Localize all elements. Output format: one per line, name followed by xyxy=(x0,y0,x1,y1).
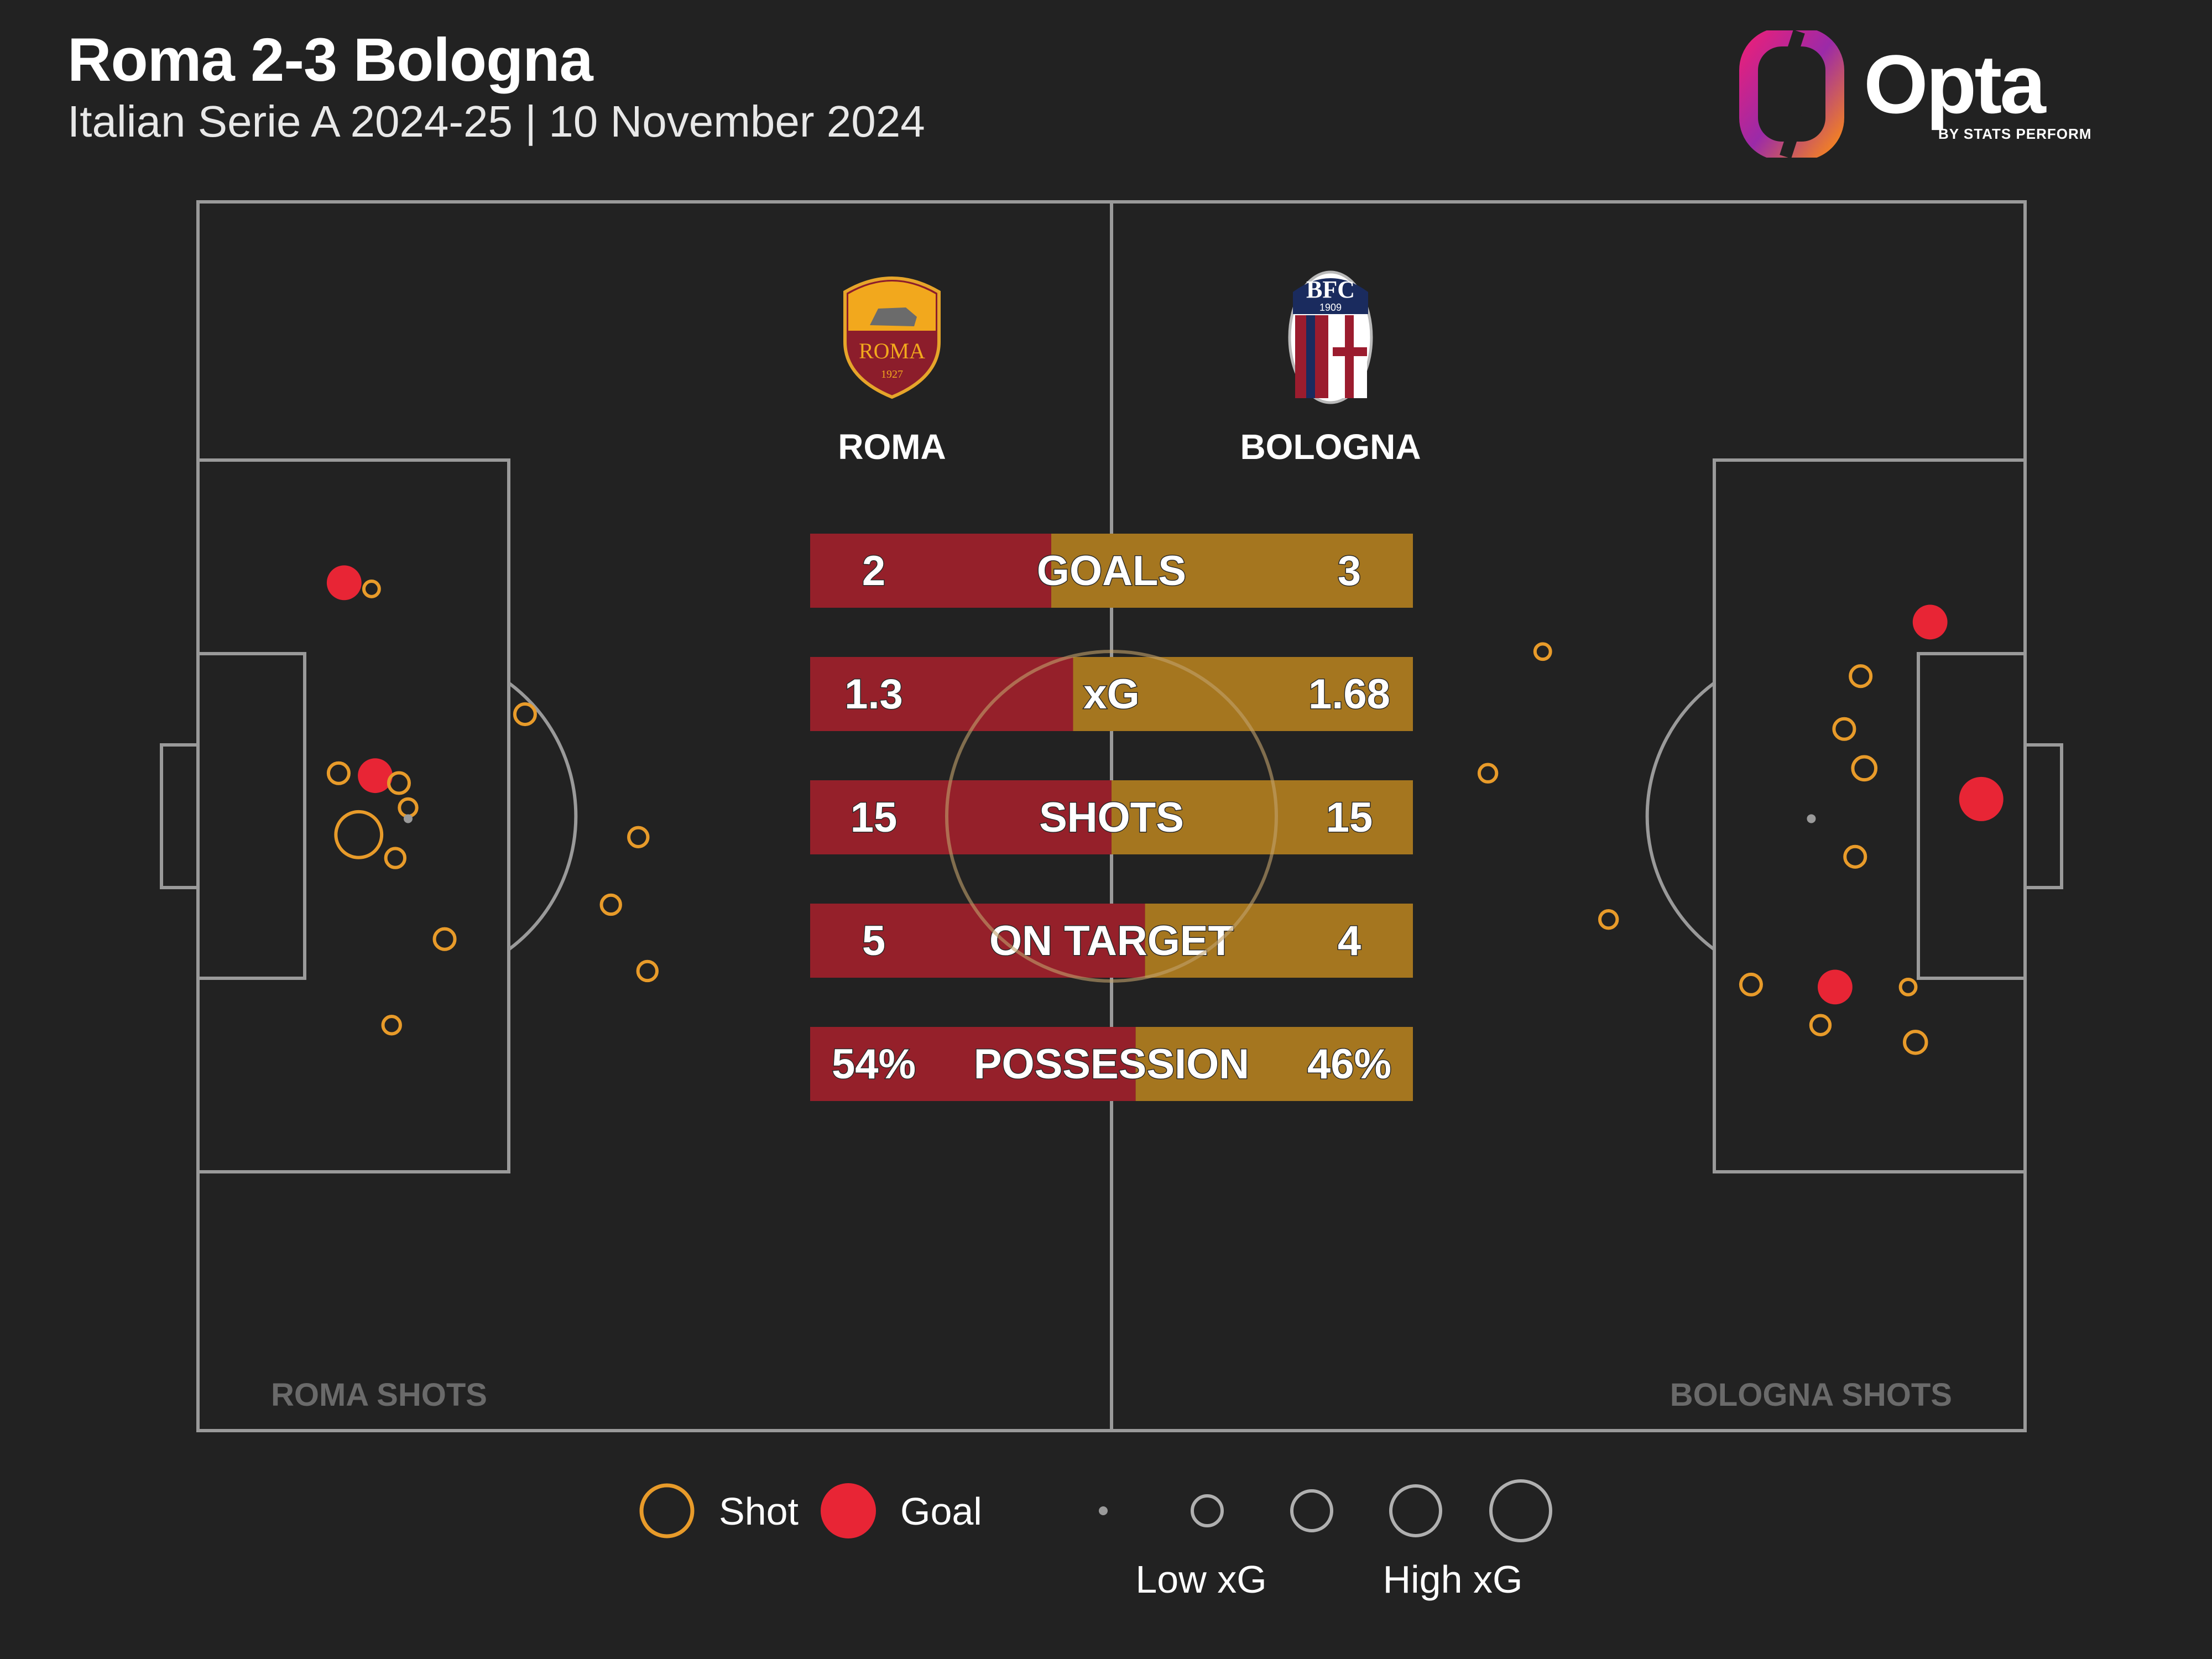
stat-away-value: 46% xyxy=(1307,1041,1391,1088)
stat-home-value: 1.3 xyxy=(844,671,903,718)
home-shot-marker xyxy=(636,959,659,983)
roma-crest-text: ROMA xyxy=(859,338,925,363)
right-penalty-arc xyxy=(1645,681,1715,951)
away-team-name: BOLOGNA xyxy=(1240,427,1421,467)
xg-scale-marker xyxy=(1389,1484,1442,1537)
stat-label: xG xyxy=(1083,671,1139,718)
home-shot-marker xyxy=(398,797,419,818)
right-goal xyxy=(2023,743,2063,889)
away-shot-marker xyxy=(1477,763,1499,784)
away-shots-label: BOLOGNA SHOTS xyxy=(1670,1377,1952,1413)
xg-scale-marker xyxy=(1489,1479,1552,1542)
opta-wordmark: Opta xyxy=(1864,38,2046,131)
away-shot-marker xyxy=(1809,1014,1832,1036)
away-shot-marker xyxy=(1739,972,1763,997)
stat-bar-home xyxy=(810,904,1145,978)
away-shot-marker xyxy=(1851,755,1878,782)
legend-shot-marker xyxy=(639,1483,695,1538)
stat-bar-away xyxy=(1112,780,1413,854)
roma-crest-year: 1927 xyxy=(881,368,903,380)
stat-bar-home xyxy=(810,657,1073,731)
home-goal-marker xyxy=(358,758,393,794)
stat-bar-home xyxy=(810,1027,1136,1101)
home-shot-marker xyxy=(387,771,411,795)
away-shot-marker xyxy=(1843,844,1867,869)
roma-crest: ROMA 1927 xyxy=(843,276,941,399)
stat-label: SHOTS xyxy=(1039,794,1184,841)
opta-logo: Opta BY STATS PERFORM xyxy=(1736,28,2092,160)
stat-bar-away xyxy=(1145,904,1413,978)
stat-rows: 2 GOALS 3 1.3 xG 1.68 15 SHOTS 15 5 ON TARGET 4 54% P… xyxy=(810,534,1413,1101)
left-goal xyxy=(160,743,200,889)
left-six-yard-box xyxy=(196,652,306,980)
pitch-lines xyxy=(160,200,2063,1432)
stat-bar-away xyxy=(1135,1027,1413,1101)
stat-away-value: 3 xyxy=(1338,547,1361,594)
away-shot-marker xyxy=(1898,977,1918,997)
stat-label: ON TARGET xyxy=(989,917,1234,964)
home-shot-marker xyxy=(384,847,407,869)
stat-home-value: 15 xyxy=(851,794,898,841)
away-goal-marker xyxy=(1959,776,2004,821)
xg-scale-marker xyxy=(1191,1494,1224,1527)
home-shot-marker xyxy=(326,761,351,785)
left-penalty-arc xyxy=(508,681,578,951)
home-shots-label: ROMA SHOTS xyxy=(271,1377,487,1413)
stat-row-goals: 2 GOALS 3 xyxy=(810,534,1413,608)
legend-goal-marker xyxy=(821,1483,876,1538)
stat-home-value: 5 xyxy=(862,917,885,964)
home-shot-marker xyxy=(403,814,413,823)
bologna-crest-year: 1909 xyxy=(1319,302,1342,313)
xg-scale-marker xyxy=(1290,1489,1333,1532)
stat-row-on-target: 5 ON TARGET 4 xyxy=(810,904,1413,978)
home-shot-marker xyxy=(334,810,384,859)
legend-high-xg: High xG xyxy=(1383,1558,1523,1601)
stat-home-value: 54% xyxy=(832,1041,916,1088)
stat-row-xg: 1.3 xG 1.68 xyxy=(810,657,1413,731)
opta-mark-icon xyxy=(1739,28,1844,160)
centre-circle xyxy=(945,650,1278,983)
stat-label: POSSESSION xyxy=(974,1041,1249,1088)
stat-bar-home xyxy=(810,780,1112,854)
home-shot-marker xyxy=(513,702,537,727)
stat-bar-home xyxy=(810,534,1051,608)
legend: Shot Goal Low xG High xG xyxy=(639,1479,1552,1601)
away-goal-marker xyxy=(1912,604,1948,640)
away-shot-marker xyxy=(1533,642,1552,661)
away-shot-marker xyxy=(1598,909,1619,930)
home-shot-marker xyxy=(599,893,622,916)
away-shot-marker xyxy=(1903,1030,1928,1055)
opta-byline: BY STATS PERFORM xyxy=(1938,126,2092,142)
home-team-name: ROMA xyxy=(838,427,946,467)
stat-away-value: 1.68 xyxy=(1308,671,1390,718)
legend-low-xg: Low xG xyxy=(1135,1558,1266,1601)
stat-away-value: 4 xyxy=(1338,917,1361,964)
legend-shot-label: Shot xyxy=(719,1490,799,1533)
xg-scale-marker xyxy=(1099,1506,1108,1515)
stat-row-shots: 15 SHOTS 15 xyxy=(810,780,1413,854)
page-subtitle: Italian Serie A 2024-25 | 10 November 20… xyxy=(67,97,925,146)
legend-goal-label: Goal xyxy=(900,1490,982,1533)
legend-xg-scale xyxy=(1099,1479,1552,1542)
away-shot-marker xyxy=(1849,664,1873,688)
page-title: Roma 2-3 Bologna xyxy=(67,26,593,94)
home-shot-marker xyxy=(432,927,457,951)
away-goal-marker xyxy=(1817,969,1853,1005)
stat-row-possession: 54% POSSESSION 46% xyxy=(810,1027,1413,1101)
left-penalty-area xyxy=(196,458,510,1173)
stat-label: GOALS xyxy=(1037,547,1186,594)
home-goal-marker xyxy=(326,565,362,601)
stat-home-value: 2 xyxy=(862,547,885,594)
home-shot-marker xyxy=(362,580,381,598)
bologna-crest-text: BFC xyxy=(1306,276,1355,303)
shot-markers xyxy=(326,565,2004,1055)
bologna-crest: BFC 1909 xyxy=(1288,270,1373,404)
away-shot-marker xyxy=(1807,814,1816,823)
away-shot-marker xyxy=(1832,717,1856,741)
stat-bar-away xyxy=(1051,534,1413,608)
home-shot-marker xyxy=(627,826,650,848)
stat-away-value: 15 xyxy=(1326,794,1373,841)
home-shot-marker xyxy=(381,1015,402,1036)
